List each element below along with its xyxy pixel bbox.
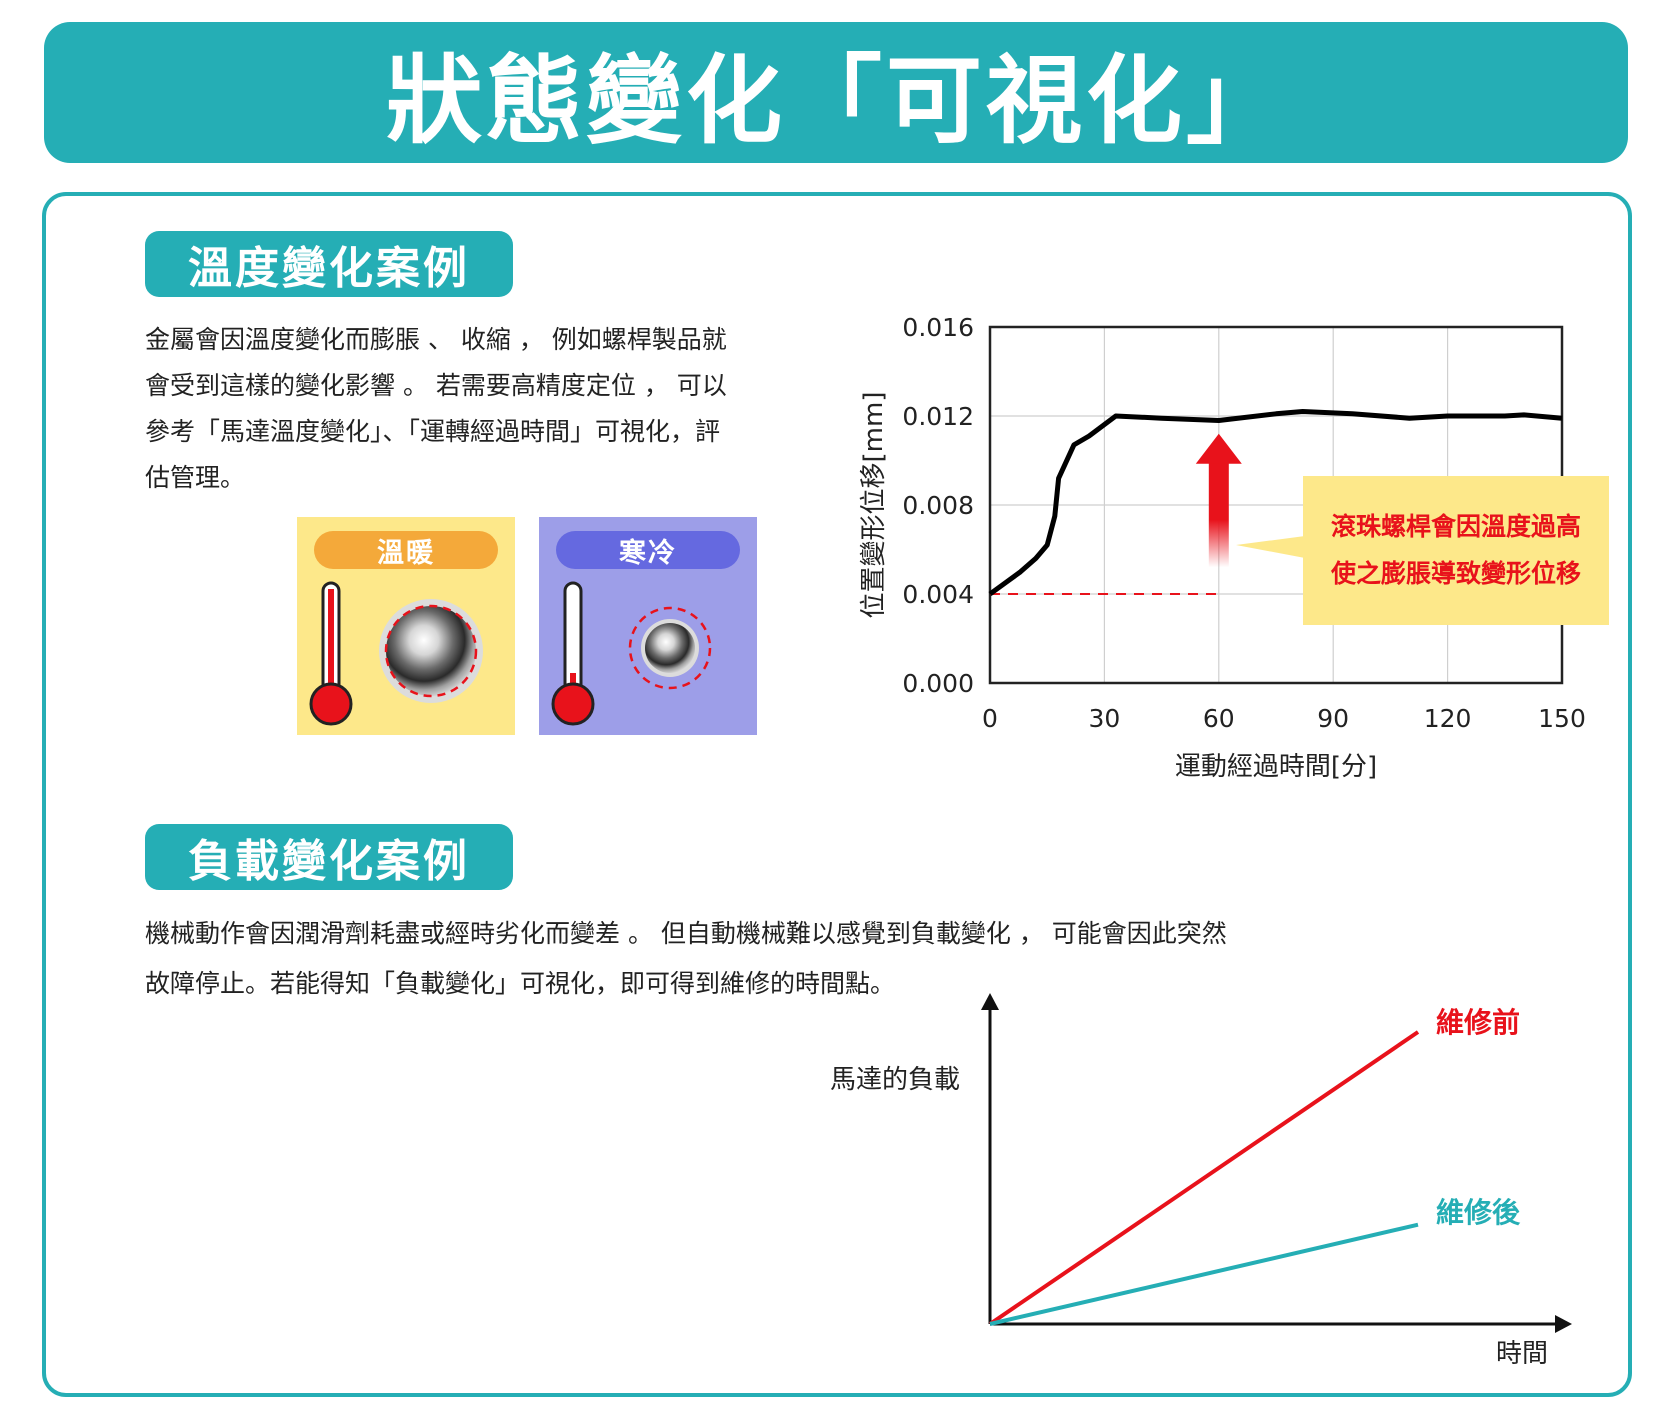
cold-label: 寒冷 [556,531,740,569]
expanded-ball-icon [379,599,483,703]
cold-illustration [551,581,712,726]
thermometer-cold-icon [551,581,595,726]
contracted-ball-icon [628,606,712,690]
load-description: 機械動作會因潤滑劑耗盡或經時劣化而變差 。 但自動機械難以感覺到負載變化 ， 可… [145,909,1227,1009]
load-line: 故障停止。若能得知「負載變化」可視化，即可得到維修的時間點。 [145,969,896,998]
page-title: 狀態變化「可視化」 [386,45,1286,157]
temperature-line: 參考「馬達溫度變化」、「運轉經過時間」可視化，評 [145,417,721,446]
temperature-description: 金屬會因溫度變化而膨脹 、 收縮 ， 例如螺桿製品就 會受到這樣的變化影響 。 … [145,317,727,501]
warm-label: 溫暖 [314,531,498,569]
temperature-line: 金屬會因溫度變化而膨脹 、 收縮 ， 例如螺桿製品就 [145,325,727,354]
thermometer-hot-icon [309,581,353,726]
temperature-section-label: 溫度變化案例 [145,231,513,297]
title-banner: 狀態變化「可視化」 [44,22,1628,163]
warm-card: 溫暖 [297,517,515,735]
load-section-label: 負載變化案例 [145,824,513,890]
temperature-line: 估管理。 [145,463,246,492]
cold-card: 寒冷 [539,517,757,735]
temperature-line: 會受到這樣的變化影響 。 若需要高精度定位 ， 可以 [145,371,727,400]
load-line: 機械動作會因潤滑劑耗盡或經時劣化而變差 。 但自動機械難以感覺到負載變化 ， 可… [145,919,1227,948]
warm-illustration [309,581,483,726]
